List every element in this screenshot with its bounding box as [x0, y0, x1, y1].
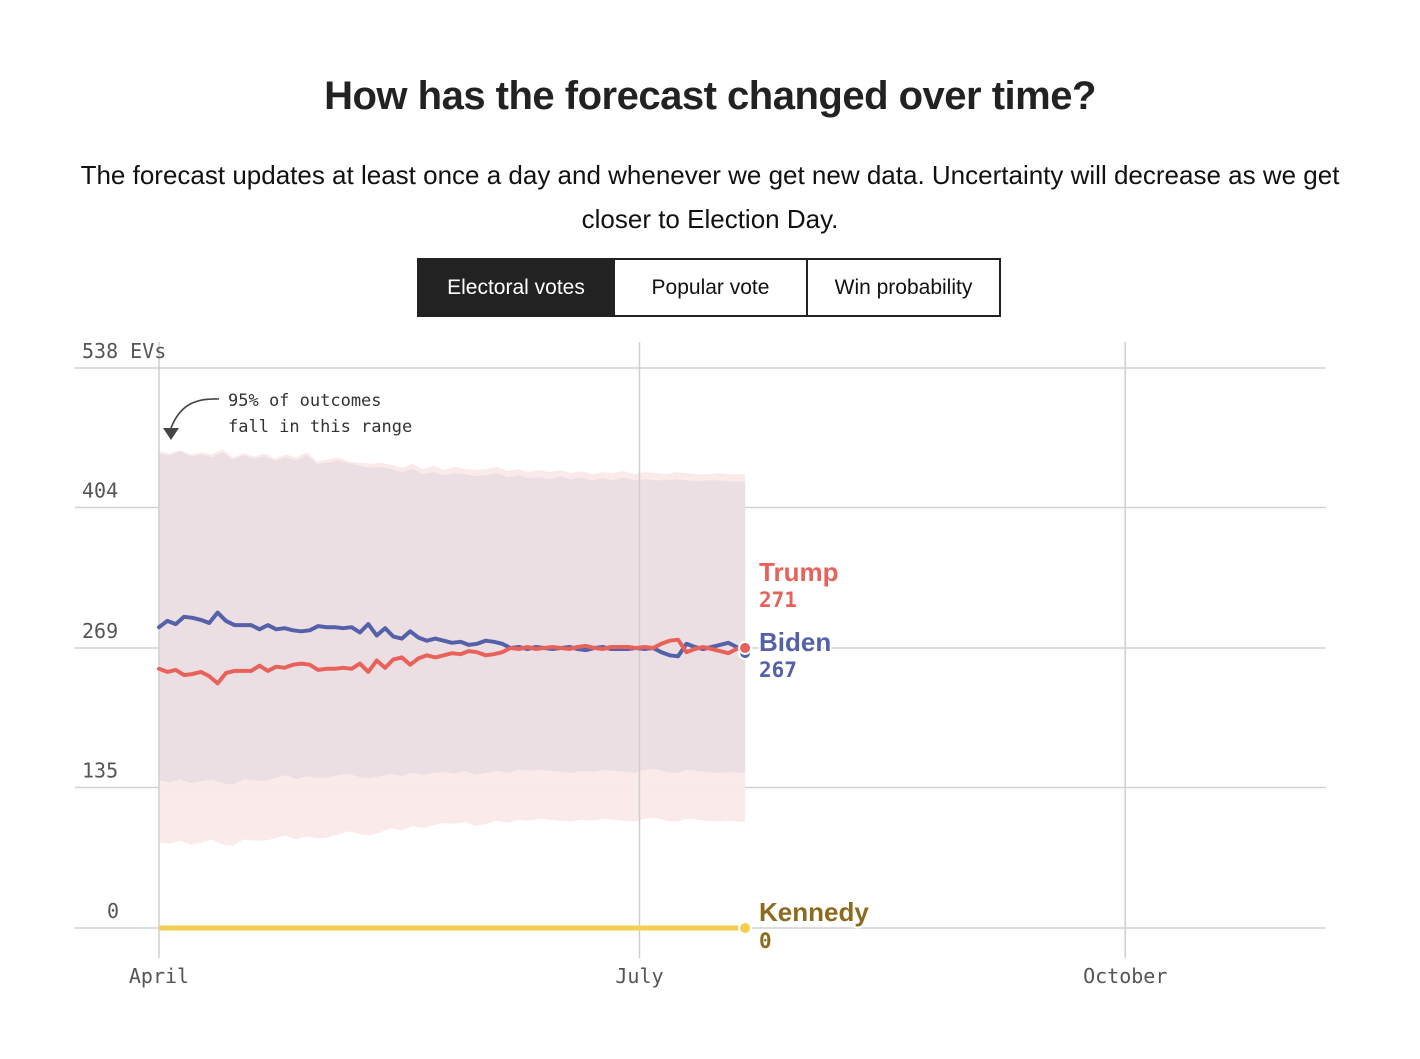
metric-tabs: Electoral votes Popular vote Win probabi… [417, 258, 1001, 317]
page-subtitle: The forecast updates at least once a day… [80, 160, 1340, 234]
series-lines [157, 610, 753, 935]
forecast-chart: 0 135 269 404 538 EVs April July October… [75, 339, 1326, 988]
annotation-line-1: 95% of outcomes [228, 391, 382, 411]
kennedy-value: 0 [759, 929, 772, 953]
biden-value: 267 [759, 658, 797, 682]
y-tick-label: 538 EVs [82, 339, 166, 363]
trump-label: Trump [759, 557, 838, 587]
kennedy-label: Kennedy [759, 897, 869, 927]
x-tick-label: April [129, 964, 189, 988]
y-tick-label: 404 [82, 478, 118, 502]
annotation-arrow-icon [170, 398, 220, 429]
candidate-labels: Trump 271 Biden 267 Kennedy 0 [757, 555, 871, 955]
annotation-line-2: fall in this range [228, 417, 412, 437]
y-tick-label: 0 [107, 899, 119, 923]
x-tick-label: July [615, 964, 663, 988]
biden-label: Biden [759, 627, 831, 657]
trump-value: 271 [759, 588, 797, 612]
annotation-arrowhead-icon [163, 428, 179, 440]
tab-popular-vote[interactable]: Popular vote [613, 260, 806, 315]
tab-win-probability[interactable]: Win probability [806, 260, 999, 315]
uncertainty-bands [159, 449, 746, 846]
tab-electoral-votes[interactable]: Electoral votes [419, 260, 613, 315]
trump-endpoint-dot [738, 640, 753, 655]
y-axis-labels: 0 135 269 404 538 EVs [82, 339, 166, 923]
x-axis-labels: April July October [129, 964, 1167, 988]
y-tick-label: 269 [82, 619, 118, 643]
x-tick-label: October [1083, 964, 1167, 988]
range-annotation: 95% of outcomes fall in this range [163, 391, 412, 440]
kennedy-endpoint-dot [738, 921, 753, 935]
y-tick-label: 135 [82, 758, 118, 782]
page-title: How has the forecast changed over time? [324, 74, 1096, 118]
overlap-uncertainty-band [159, 451, 746, 785]
trump-line [157, 637, 748, 686]
